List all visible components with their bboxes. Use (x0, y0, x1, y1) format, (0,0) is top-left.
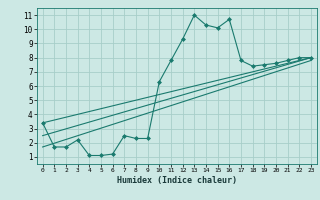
X-axis label: Humidex (Indice chaleur): Humidex (Indice chaleur) (117, 176, 237, 185)
